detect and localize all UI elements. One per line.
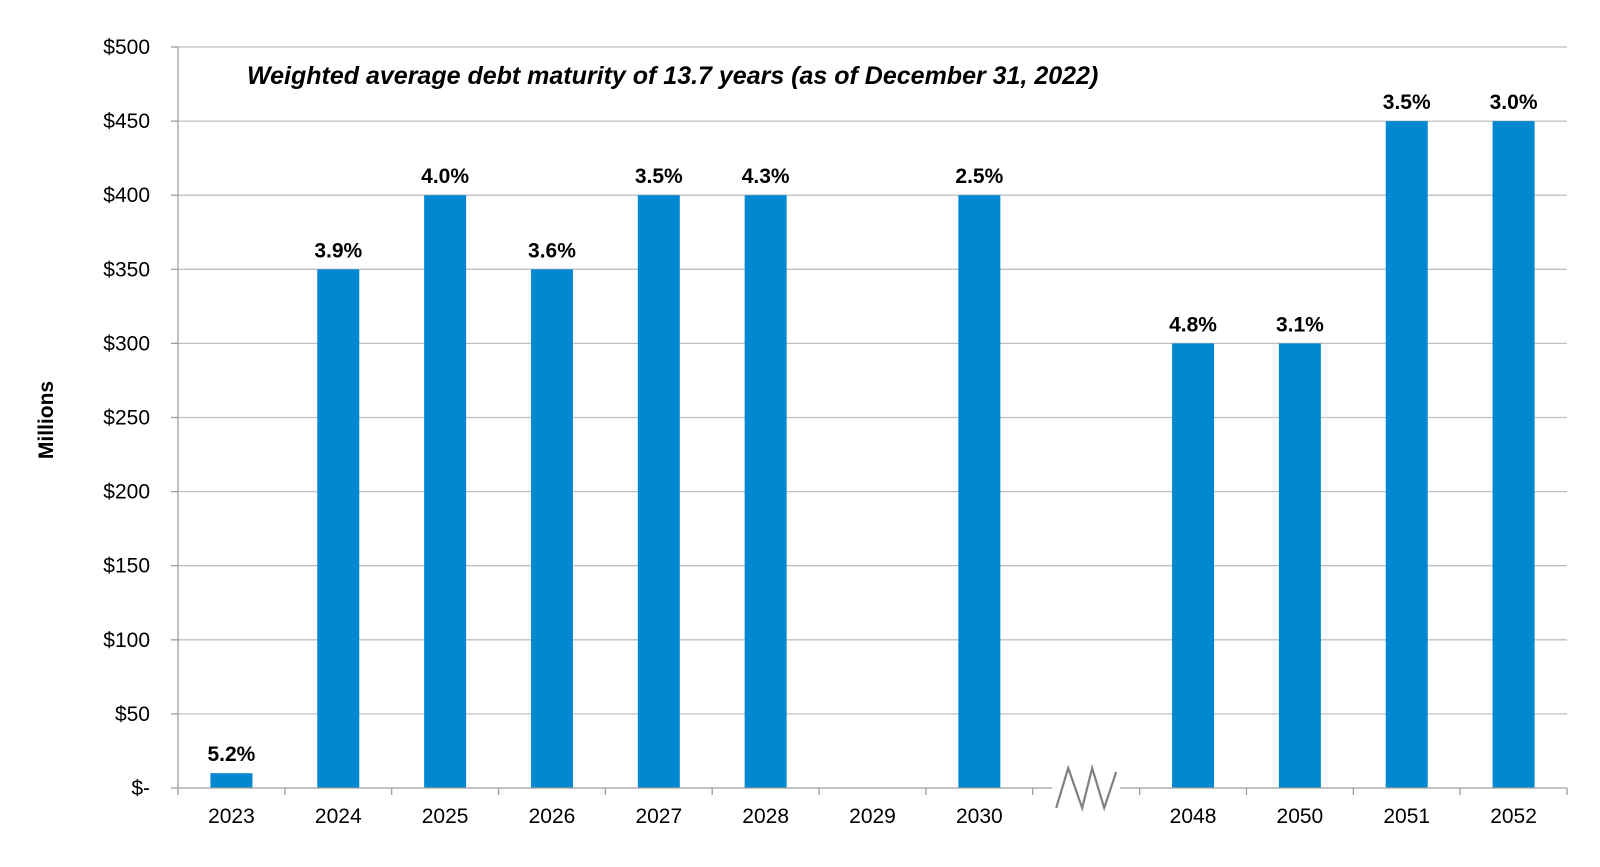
data-label: 3.5% <box>1383 91 1431 114</box>
y-tick-label: $100 <box>103 629 150 652</box>
x-tick-label: 2025 <box>422 805 469 828</box>
x-tick-label: 2023 <box>208 805 255 828</box>
bar <box>637 195 680 788</box>
y-tick-label: $150 <box>103 555 150 578</box>
data-label: 3.5% <box>635 165 683 188</box>
gridlines <box>178 46 1567 715</box>
bar <box>1278 343 1321 788</box>
y-axis: $- $50 $100 $150 $200 $250 $300 $350 $400 $450 $50… <box>103 36 179 800</box>
y-axis-title: Millions <box>35 381 58 459</box>
data-label: 2.5% <box>955 165 1003 188</box>
x-tick-label: 2030 <box>956 805 1003 828</box>
x-tick-label: 2050 <box>1277 805 1324 828</box>
x-tick-label: 2027 <box>635 805 682 828</box>
x-tick-label: 2052 <box>1490 805 1537 828</box>
y-tick-label: $300 <box>103 332 150 355</box>
bar <box>1172 343 1215 788</box>
bar <box>958 195 1001 788</box>
data-label: 3.0% <box>1490 91 1538 114</box>
bar <box>1385 121 1428 789</box>
axis-break-icon <box>1055 763 1118 812</box>
x-tick-label: 2024 <box>315 805 362 828</box>
data-label: 4.3% <box>742 165 790 188</box>
y-tick-label: $250 <box>103 407 150 430</box>
data-label: 3.1% <box>1276 313 1324 336</box>
data-label: 5.2% <box>207 743 255 766</box>
data-label: 4.0% <box>421 165 469 188</box>
x-tick-label: 2051 <box>1383 805 1430 828</box>
bar <box>530 269 573 788</box>
data-labels: 5.2% 3.9% 4.0% 3.6% 3.5% 4.3% 2.5% 4.8% 3.1% 3.5%… <box>207 91 1537 766</box>
bars <box>210 121 1535 789</box>
y-tick-label: $450 <box>103 110 150 133</box>
y-tick-label: $200 <box>103 481 150 504</box>
bar <box>424 195 467 788</box>
bar <box>210 773 253 788</box>
y-tick-label: $- <box>131 777 150 800</box>
x-tick-label: 2048 <box>1170 805 1217 828</box>
data-label: 3.6% <box>528 239 576 262</box>
x-tick-label: 2029 <box>849 805 896 828</box>
data-label: 3.9% <box>314 239 362 262</box>
x-tick-label: 2028 <box>742 805 789 828</box>
x-axis: 2023 2024 2025 2026 2027 2028 2029 2030 2048 2050… <box>177 763 1568 828</box>
x-tick-label: 2026 <box>529 805 576 828</box>
chart-title: Weighted average debt maturity of 13.7 y… <box>247 62 1098 90</box>
y-tick-label: $50 <box>115 703 150 726</box>
data-label: 4.8% <box>1169 313 1217 336</box>
y-tick-label: $350 <box>103 258 150 281</box>
y-tick-label: $400 <box>103 184 150 207</box>
y-tick-label: $500 <box>103 36 150 59</box>
bar <box>744 195 787 788</box>
bar <box>317 269 360 788</box>
bar <box>1492 121 1535 789</box>
